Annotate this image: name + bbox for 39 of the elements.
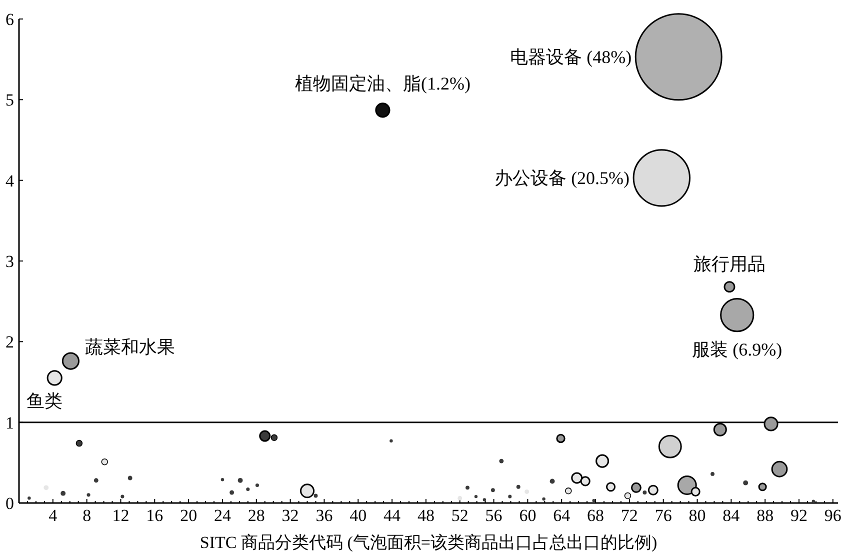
x-tick-label: 92	[790, 506, 808, 525]
x-tick-label: 84	[722, 506, 740, 525]
x-tick-label: 24	[214, 506, 232, 525]
annotation: 办公设备 (20.5%)	[494, 168, 630, 188]
annotation: 植物固定油、脂(1.2%)	[294, 73, 470, 94]
x-tick-label: 20	[180, 506, 198, 525]
x-tick-label: 56	[485, 506, 502, 525]
x-tick-label: 88	[756, 506, 774, 525]
y-tick-label: 4	[6, 171, 14, 190]
x-tick-label: 96	[824, 506, 842, 525]
x-axis-title: SITC 商品分类代码 (气泡面积=该类商品出口占总出口的比例)	[200, 533, 658, 552]
annotation: 蔬菜和水果	[84, 337, 175, 358]
y-tick-label: 6	[6, 10, 14, 29]
y-tick-label: 3	[6, 252, 14, 271]
x-tick-label: 8	[82, 506, 92, 525]
y-tick-label: 2	[6, 332, 14, 352]
x-tick-label: 80	[688, 506, 706, 525]
x-tick-label: 16	[146, 506, 164, 525]
x-tick-label: 68	[587, 506, 604, 525]
x-tick-label: 48	[417, 506, 434, 525]
x-tick-label: 32	[282, 506, 299, 525]
x-tick-label: 72	[620, 506, 638, 525]
annotation: 鱼类	[26, 391, 63, 412]
x-tick-label: 28	[248, 506, 265, 525]
x-tick-label: 60	[519, 506, 536, 525]
x-tick-label: 12	[112, 506, 130, 525]
annotation: 服装 (6.9%)	[692, 339, 782, 360]
annotation: 旅行用品	[693, 254, 766, 274]
y-tick-label: 0	[6, 494, 14, 513]
x-tick-label: 52	[451, 506, 468, 525]
x-tick-label: 44	[384, 506, 402, 525]
x-tick-label: 36	[316, 506, 333, 525]
x-tick-label: 76	[654, 506, 672, 525]
x-tick-label: 40	[350, 506, 367, 525]
y-tick-label: 1	[6, 413, 14, 432]
x-tick-label: 4	[48, 506, 58, 525]
y-tick-label: 5	[6, 90, 14, 110]
x-tick-label: 64	[553, 506, 571, 525]
annotation: 电器设备 (48%)	[510, 46, 632, 67]
